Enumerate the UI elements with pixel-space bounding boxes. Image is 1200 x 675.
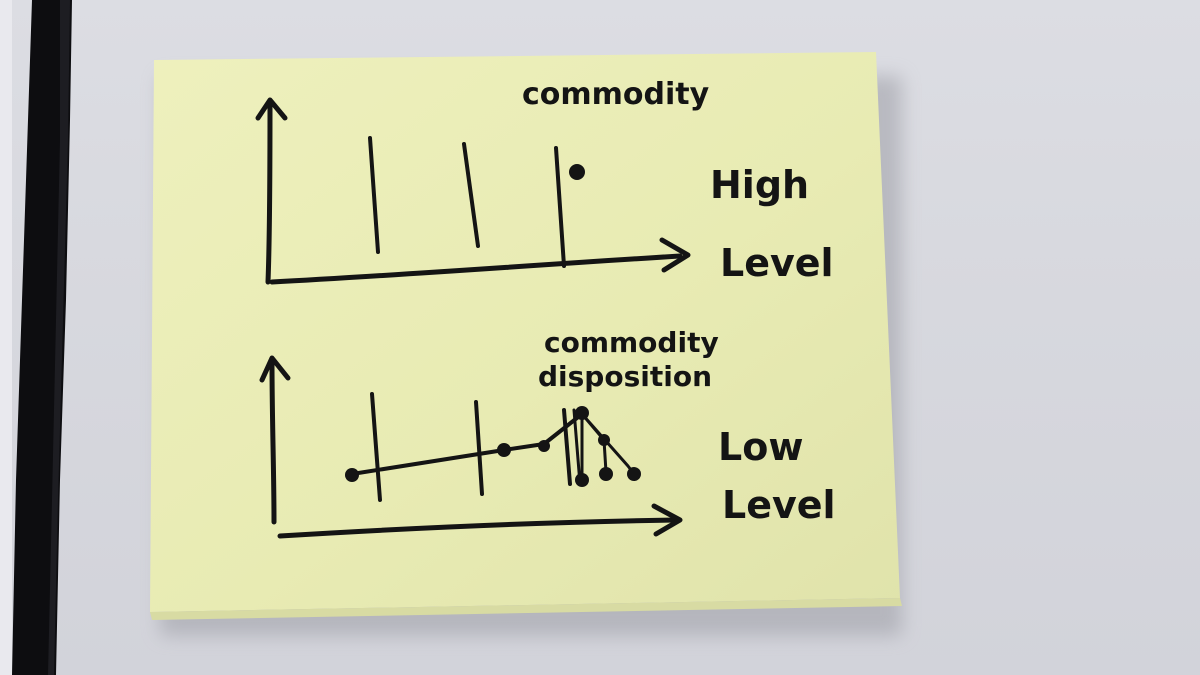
bottom-trend-line	[350, 412, 584, 476]
bottom-point-8	[627, 467, 641, 481]
bottom-x-axis	[277, 517, 679, 539]
top-title: commodity	[522, 77, 710, 112]
bottom-tick-1	[370, 392, 382, 502]
top-tick-2	[462, 142, 480, 248]
black-cable	[0, 0, 72, 675]
bottom-y-arrowhead	[259, 355, 291, 383]
sticky-note	[150, 52, 900, 612]
top-side-label-2: Level	[720, 241, 834, 285]
top-side-label-1: High	[710, 163, 809, 207]
top-sketch	[255, 97, 691, 285]
bottom-tick-3	[562, 408, 572, 486]
bottom-point-7	[599, 467, 613, 481]
bottom-x-arrowhead	[651, 503, 683, 537]
bottom-point-3	[538, 440, 550, 452]
top-x-arrowhead	[659, 237, 691, 273]
bottom-title-1: commodity	[544, 326, 719, 359]
top-y-axis	[265, 101, 273, 285]
bottom-title-2: disposition	[538, 360, 712, 393]
bottom-side-label-2: Level	[722, 483, 836, 527]
bottom-point-5	[598, 434, 610, 446]
top-y-arrowhead	[255, 97, 288, 121]
bottom-point-6	[575, 473, 589, 487]
bottom-side-label-1: Low	[718, 425, 803, 469]
note-edge	[150, 598, 902, 620]
bottom-point-2	[497, 443, 511, 457]
top-x-axis	[269, 253, 683, 285]
bottom-point-1	[345, 468, 359, 482]
bottom-sketch	[259, 355, 683, 539]
top-tick-1	[368, 136, 380, 254]
top-point	[569, 164, 585, 180]
bottom-y-axis	[269, 359, 277, 525]
top-tick-3	[554, 146, 566, 268]
bottom-point-4	[575, 406, 589, 420]
bottom-tick-4	[572, 408, 582, 486]
bottom-tick-2	[474, 400, 484, 496]
